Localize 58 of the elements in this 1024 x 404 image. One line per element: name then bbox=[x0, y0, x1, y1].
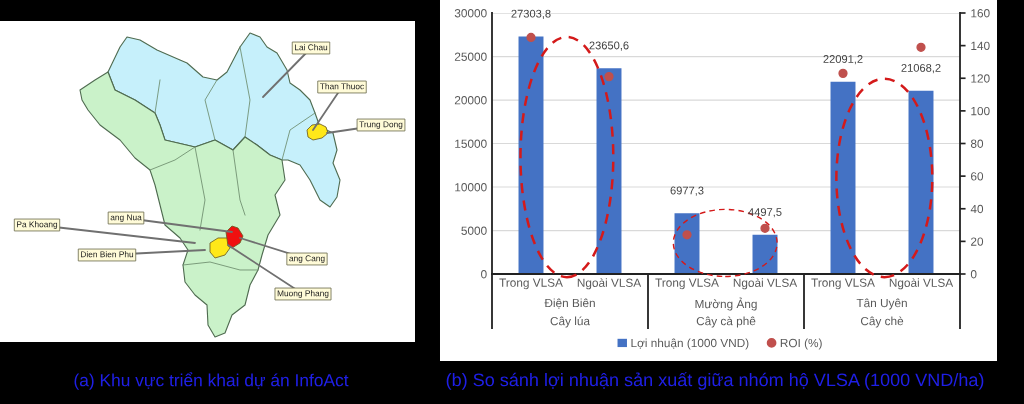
text: Pa Khoang bbox=[17, 221, 58, 229]
bar bbox=[752, 234, 778, 274]
y-tick-label: 20000 bbox=[454, 96, 487, 105]
legend-label: Lợi nhuận (1000 VND) bbox=[631, 338, 749, 350]
legend-label: ROI (%) bbox=[780, 338, 822, 350]
y2-tick-label: 160 bbox=[971, 9, 990, 18]
bar bbox=[518, 36, 544, 274]
y2-tick-label: 20 bbox=[971, 237, 984, 246]
point bbox=[838, 68, 848, 78]
point bbox=[760, 223, 770, 233]
text: Than Thuoc bbox=[320, 83, 364, 90]
text: Dien Bien Phu bbox=[81, 251, 134, 258]
text: Lai Chau bbox=[295, 44, 328, 51]
data-label: 4497,5 bbox=[748, 208, 782, 218]
data-label: 22091,2 bbox=[823, 55, 863, 65]
y2-tick-label: 140 bbox=[971, 41, 990, 51]
point bbox=[526, 32, 536, 43]
x-tick-label: Ngoài VLSA bbox=[577, 278, 642, 290]
text: Trung Dong bbox=[359, 121, 403, 129]
y2-tick-label: 0 bbox=[970, 270, 977, 279]
y-tick-label: 5000 bbox=[461, 226, 487, 235]
y-tick-label: 10000 bbox=[455, 183, 487, 192]
x-tick-label: Ngoài VLSA bbox=[889, 278, 954, 290]
bar bbox=[596, 68, 622, 274]
text: Cây cà phê bbox=[696, 316, 756, 328]
bar bbox=[830, 81, 856, 274]
text: ang Nua bbox=[110, 214, 142, 222]
text: Tân Uyên bbox=[856, 298, 907, 310]
y2-tick-label: 120 bbox=[971, 74, 990, 83]
y-tick-label: 15000 bbox=[455, 139, 487, 148]
y-tick-label: 0 bbox=[481, 270, 487, 279]
y2-tick-label: 80 bbox=[970, 139, 984, 148]
text: Cây lúa bbox=[550, 316, 591, 328]
y-tick-label: 30000 bbox=[454, 9, 487, 18]
data-label: 6977,3 bbox=[670, 186, 704, 196]
y-tick-label: 25000 bbox=[454, 52, 487, 61]
x-tick-label: Ngoài VLSA bbox=[733, 278, 798, 290]
text: ang Cang bbox=[289, 255, 325, 263]
data-label: 23650,6 bbox=[589, 41, 629, 51]
bar bbox=[674, 213, 700, 274]
text: (b) So sánh lợi nhuận sản xuất giữa nhóm hộ VLSA (1000 VND/ha) bbox=[446, 372, 984, 390]
text: Điện Biên bbox=[544, 298, 595, 309]
text: Cây chè bbox=[860, 316, 904, 328]
point bbox=[682, 230, 692, 240]
data-label: 21068,2 bbox=[901, 63, 941, 74]
x-tick-label: Trong VLSA bbox=[655, 278, 719, 290]
x-tick-label: Trong VLSA bbox=[811, 278, 875, 290]
point bbox=[916, 42, 926, 52]
text: Mường Ảng bbox=[695, 297, 757, 311]
text: Muong Phang bbox=[277, 290, 329, 298]
point bbox=[604, 71, 614, 82]
y2-tick-label: 60 bbox=[971, 172, 984, 181]
text: (a) Khu vực triển khai dự án InfoAct bbox=[74, 372, 349, 390]
y2-tick-label: 100 bbox=[971, 106, 990, 116]
bar bbox=[908, 90, 934, 274]
y2-tick-label: 40 bbox=[970, 204, 984, 214]
x-tick-label: Trong VLSA bbox=[499, 278, 563, 290]
data-label: 27303,8 bbox=[511, 9, 551, 19]
